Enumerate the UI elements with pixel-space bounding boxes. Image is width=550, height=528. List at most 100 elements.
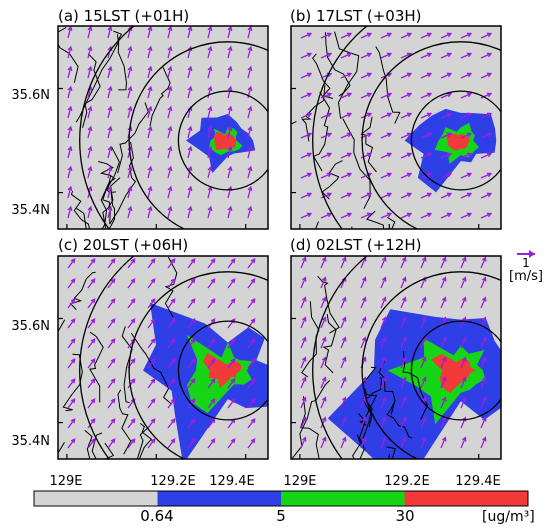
panel-b-wind-vector-head bbox=[406, 32, 413, 38]
colorbar bbox=[33, 490, 529, 507]
panel-b-wind-vector bbox=[440, 73, 452, 79]
panel-c-wind-vector-head bbox=[210, 438, 216, 444]
panel-a-wind-vector bbox=[127, 86, 132, 99]
panel-b-wind-vector bbox=[400, 133, 412, 139]
panel-a-wind-vector-head bbox=[167, 125, 173, 132]
panel-c-wind-vector-head bbox=[230, 438, 236, 444]
panel-d-wind-vector bbox=[480, 277, 486, 289]
panel-d-wind-vector-head bbox=[401, 256, 407, 262]
panel-c-wind-vector-head bbox=[190, 378, 196, 384]
panel-a-terrain-contour bbox=[100, 174, 116, 229]
panel-b-wind-vector-head bbox=[326, 132, 333, 138]
panel-c-wind-vector bbox=[67, 298, 76, 309]
panel-b-wind-vector bbox=[360, 53, 372, 59]
panel-c-wind-vector bbox=[107, 398, 116, 409]
panel-c-terrain-contour bbox=[136, 425, 150, 459]
panel-d-wind-vector bbox=[300, 377, 306, 389]
panel-b-wind-vector bbox=[460, 173, 472, 179]
panel-d-wind-vector-head bbox=[361, 376, 367, 382]
panel-d-wind-vector-head bbox=[301, 336, 307, 342]
panel-c-wind-vector-head bbox=[250, 418, 256, 424]
colorbar-bin-above-30 bbox=[404, 491, 528, 506]
panel-c-wind-vector-head bbox=[250, 398, 256, 404]
panel-d-wind-vector bbox=[480, 337, 486, 349]
panel-a-wind-vector-head bbox=[187, 145, 193, 152]
panel-a-wind-vector-head bbox=[87, 26, 93, 32]
panel-c-wind-vector bbox=[187, 378, 196, 389]
panel-a-wind-vector bbox=[167, 146, 172, 159]
panel-a-wind-vector-head bbox=[87, 105, 93, 112]
panel-c-wind-vector bbox=[247, 338, 256, 349]
panel-a-wind-vector bbox=[87, 106, 92, 119]
panel-c-wind-vector-head bbox=[250, 318, 256, 324]
panel-a-wind-vector bbox=[127, 186, 132, 199]
panel-d-wind-vector bbox=[380, 277, 386, 289]
panel-b-wind-vector bbox=[340, 173, 352, 179]
panel-a-wind-vector-head bbox=[67, 26, 73, 32]
panel-b-wind-vector-head bbox=[346, 32, 353, 38]
panel-b-wind-vector bbox=[460, 213, 472, 219]
panel-a-wind-vector-head bbox=[147, 26, 153, 32]
panel-b-wind-vector bbox=[360, 113, 372, 119]
panel-a-wind-vector bbox=[87, 166, 92, 179]
panel-b-wind-vector-head bbox=[346, 192, 353, 198]
panel-d-wind-vector-head bbox=[381, 436, 387, 442]
panel-a-wind-vector-head bbox=[227, 165, 233, 172]
panel-d-wind-vector-head bbox=[421, 376, 427, 382]
panel-a-wind-vector-head bbox=[167, 26, 173, 32]
panel-d-wind-vector-head bbox=[321, 436, 327, 442]
panel-b-wind-vector bbox=[360, 33, 372, 39]
panel-c-wind-vector bbox=[187, 278, 196, 289]
panel-a-wind-vector-head bbox=[167, 65, 173, 72]
panel-a-wind-vector-head bbox=[207, 125, 213, 132]
panel-b-wind-vector-head bbox=[426, 92, 433, 98]
panel-b-wind-vector-head bbox=[486, 212, 493, 218]
panel-c-wind-vector bbox=[87, 298, 96, 309]
panel-a-wind-vector-head bbox=[167, 205, 173, 212]
panel-b-wind-vector-head bbox=[306, 92, 313, 98]
panel-a-wind-vector-head bbox=[147, 105, 153, 112]
panel-b-wind-vector bbox=[400, 193, 412, 199]
panel-b-wind-vector bbox=[320, 93, 332, 99]
panel-a-wind-vector-head bbox=[107, 125, 113, 132]
panel-c-wind-vector-head bbox=[190, 298, 196, 304]
panel-d-wind-vector-head bbox=[361, 336, 367, 342]
panel-c-wind-vector-head bbox=[250, 338, 256, 344]
panel-a-wind-vector-head bbox=[227, 145, 233, 152]
panel-c-wind-vector bbox=[87, 278, 96, 289]
panel-a-wind-vector-head bbox=[67, 205, 73, 212]
panel-a-wind-vector-head bbox=[247, 185, 253, 192]
panel-c-wind-vector bbox=[67, 438, 76, 449]
panel-d-wind-vector-head bbox=[421, 396, 427, 402]
panel-b-wind-vector-head bbox=[426, 132, 433, 138]
panel-c-wind-vector-head bbox=[190, 318, 196, 324]
panel-a-terrain-contour bbox=[108, 191, 117, 229]
panel-b-wind-vector-head bbox=[346, 112, 353, 118]
panel-a-frame bbox=[57, 25, 269, 230]
panel-b-wind-vector-head bbox=[486, 112, 493, 118]
panel-b-wind-vector bbox=[440, 173, 452, 179]
panel-a-terrain-contour bbox=[117, 102, 149, 174]
panel-b-wind-vector bbox=[380, 173, 392, 179]
panel-c-wind-vector bbox=[227, 438, 236, 449]
panel-b-wind-vector-head bbox=[366, 52, 373, 58]
panel-b-wind-vector-head bbox=[346, 212, 353, 218]
panel-c-wind-vector-head bbox=[150, 278, 156, 284]
panel-d-wind-vector-head bbox=[401, 416, 407, 422]
panel-d-wind-vector-head bbox=[401, 436, 407, 442]
panel-d-wind-vector bbox=[440, 277, 446, 289]
panel-c-wind-vector-head bbox=[150, 378, 156, 384]
panel-b-wind-vector-head bbox=[386, 172, 393, 178]
panel-b-wind-vector-head bbox=[486, 172, 493, 178]
y-tick-label-top-upper: 35.6N bbox=[11, 88, 50, 103]
panel-a-wind-vector-head bbox=[207, 65, 213, 72]
panel-c-wind-vector bbox=[67, 398, 76, 409]
panel-d-wind-vector-head bbox=[361, 436, 367, 442]
panel-a-wind-vector bbox=[187, 146, 192, 159]
panel-d-wind-vector bbox=[340, 437, 346, 449]
panel-d-wind-vector-head bbox=[441, 436, 447, 442]
panel-b-wind-vector-head bbox=[406, 132, 413, 138]
panel-b-wind-vector bbox=[340, 133, 352, 139]
panel-c-wind-vector-head bbox=[90, 418, 96, 424]
panel-a-wind-vector-head bbox=[67, 45, 73, 52]
